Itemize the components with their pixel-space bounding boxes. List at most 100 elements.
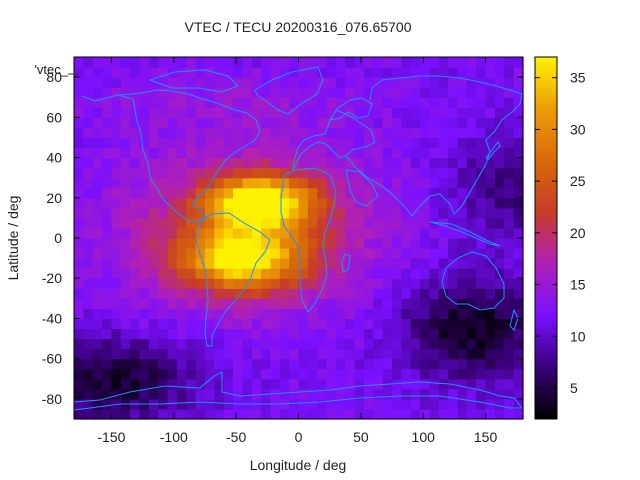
heatmap-cell	[457, 177, 468, 189]
heatmap-cell	[223, 278, 234, 289]
heatmap-cell	[120, 177, 131, 189]
heatmap-cell	[167, 107, 178, 118]
y-tick-label: 60	[46, 109, 62, 125]
heatmap-cell	[214, 67, 225, 78]
heatmap-cell	[102, 137, 113, 149]
heatmap-cell	[214, 338, 225, 350]
heatmap-cell	[504, 217, 515, 229]
heatmap-cell	[83, 127, 94, 139]
heatmap-cell	[429, 117, 440, 128]
heatmap-cell	[504, 97, 515, 108]
heatmap-cell	[195, 147, 206, 159]
heatmap-cell	[420, 318, 431, 330]
heatmap-cell	[195, 107, 206, 118]
heatmap-cell	[186, 217, 197, 229]
heatmap-cell	[466, 107, 477, 118]
heatmap-cell	[298, 197, 309, 209]
heatmap-cell	[382, 388, 393, 400]
heatmap-cell	[102, 197, 113, 209]
heatmap-cell	[466, 137, 477, 149]
heatmap-cell	[363, 308, 374, 320]
heatmap-cell	[345, 117, 356, 128]
heatmap-cell	[485, 227, 496, 239]
heatmap-cell	[242, 117, 253, 128]
heatmap-cell	[92, 308, 103, 320]
heatmap-cell	[148, 408, 159, 420]
heatmap-cell	[92, 238, 103, 249]
heatmap-cell	[74, 248, 84, 259]
heatmap-cell	[83, 187, 94, 199]
heatmap-cell	[373, 57, 384, 68]
heatmap-cell	[438, 177, 449, 189]
heatmap-cell	[345, 57, 356, 68]
heatmap-cell	[102, 97, 113, 108]
heatmap-cell	[476, 207, 487, 219]
heatmap-cell	[513, 268, 524, 279]
heatmap-cell	[326, 167, 337, 179]
heatmap-cell	[102, 388, 113, 400]
heatmap-cell	[111, 348, 122, 360]
heatmap-cell	[476, 298, 487, 309]
heatmap-cell	[457, 147, 468, 159]
heatmap-cell	[429, 147, 440, 159]
heatmap-cell	[261, 308, 272, 320]
heatmap-cell	[317, 278, 328, 289]
heatmap-cell	[261, 378, 272, 390]
heatmap-cell	[494, 207, 505, 219]
heatmap-cell	[186, 308, 197, 320]
heatmap-cell	[335, 408, 346, 420]
heatmap-cell	[363, 268, 374, 279]
heatmap-cell	[176, 348, 187, 360]
heatmap-cell	[382, 97, 393, 108]
heatmap-cell	[148, 348, 159, 360]
heatmap-cell	[298, 167, 309, 179]
heatmap-cell	[139, 368, 150, 380]
heatmap-cell	[130, 258, 141, 269]
heatmap-cell	[513, 248, 524, 259]
heatmap-cell	[466, 268, 477, 279]
heatmap-cell	[102, 167, 113, 179]
heatmap-cell	[485, 288, 496, 299]
heatmap-cell	[485, 157, 496, 169]
heatmap-cell	[289, 368, 300, 380]
heatmap-cell	[223, 127, 234, 139]
heatmap-cell	[92, 388, 103, 400]
heatmap-cell	[204, 207, 215, 219]
heatmap-cell	[335, 107, 346, 118]
heatmap-cell	[92, 87, 103, 98]
heatmap-cell	[392, 288, 402, 299]
heatmap-cell	[111, 288, 122, 299]
heatmap-cell	[326, 318, 337, 330]
heatmap-cell	[438, 77, 449, 88]
heatmap-cell	[204, 408, 215, 420]
heatmap-cell	[485, 348, 496, 360]
heatmap-cell	[176, 77, 187, 88]
heatmap-cell	[466, 368, 477, 380]
heatmap-cell	[504, 227, 515, 239]
heatmap-cell	[111, 298, 122, 309]
heatmap-cell	[485, 298, 496, 309]
heatmap-cell	[261, 328, 272, 340]
heatmap-cell	[83, 207, 94, 219]
heatmap-cell	[317, 288, 328, 299]
heatmap-cell	[204, 308, 215, 320]
heatmap-cell	[420, 408, 431, 420]
heatmap-cell	[167, 167, 178, 179]
heatmap-cell	[251, 328, 262, 340]
heatmap-cell	[74, 278, 84, 289]
heatmap-cell	[214, 298, 225, 309]
heatmap-cell	[83, 147, 94, 159]
heatmap-cell	[513, 187, 524, 199]
heatmap-cell	[111, 378, 122, 390]
heatmap-cell	[326, 67, 337, 78]
heatmap-cell	[111, 338, 122, 350]
heatmap-cell	[74, 338, 84, 350]
heatmap-cell	[74, 177, 84, 189]
heatmap-cell	[354, 318, 365, 330]
heatmap-cell	[298, 248, 309, 259]
heatmap-cell	[401, 298, 412, 309]
heatmap-cell	[513, 308, 524, 320]
heatmap-cell	[392, 117, 402, 128]
heatmap-cell	[298, 278, 309, 289]
heatmap-cell	[429, 227, 440, 239]
